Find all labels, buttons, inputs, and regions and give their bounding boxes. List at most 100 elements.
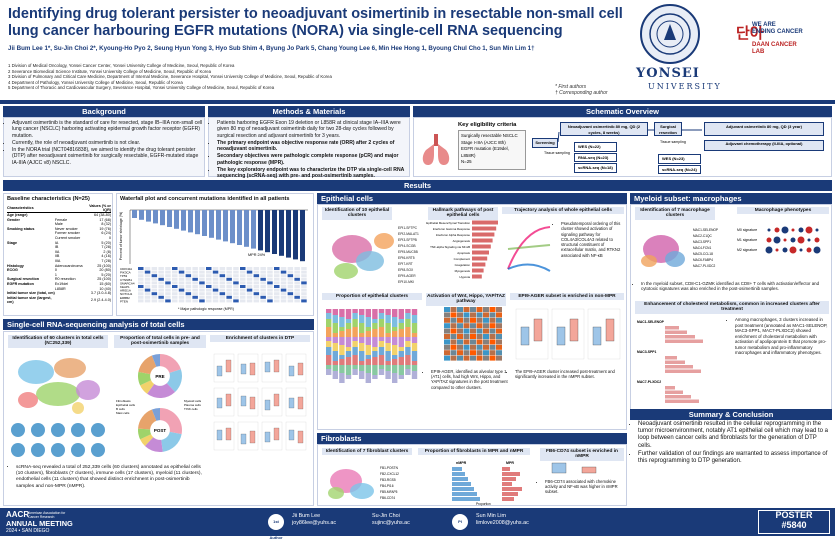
mutation-cell	[144, 295, 151, 299]
mutation-cell	[253, 270, 260, 274]
heatmap-cell	[489, 344, 496, 350]
epi-prop-segment	[372, 329, 378, 337]
mutation-cell	[199, 292, 205, 296]
epithelial-heading: Epithelial cells	[317, 193, 627, 204]
mutation-cell	[178, 288, 185, 292]
box-pre	[288, 365, 295, 377]
phenotype-label: M1 signature	[737, 238, 757, 242]
flow-arrows	[557, 129, 702, 143]
mutation-cell	[260, 277, 266, 281]
mutation-cell	[172, 270, 178, 274]
fib-subhead: Identification of 7 fibroblast clusters	[322, 448, 412, 456]
epi-subhead: EPI9-AGER subset is enriched in non-MPR	[510, 293, 624, 301]
baseline-row: Age (range) 64 (38-80)	[7, 213, 111, 218]
box-post	[297, 430, 304, 444]
heatmap-cell	[463, 350, 470, 356]
mac-pathway-bar	[665, 390, 683, 394]
hallmark-label: TNF-alpha Signaling via NF-kB	[430, 245, 470, 249]
mutation-cell	[192, 299, 198, 303]
mutation-cell	[246, 285, 253, 288]
epi-prop-segment	[352, 319, 358, 327]
baseline-row: Former smoker 6 (24)	[7, 231, 111, 236]
mutation-cell	[280, 277, 287, 281]
heatmap-cell	[496, 307, 502, 312]
epi-prop-segment	[339, 327, 345, 331]
mac-legend: MAC1-SELENOP	[693, 228, 718, 232]
heatmap-cell	[457, 344, 463, 350]
mutation-cell	[192, 285, 198, 288]
assay-box: WES (N=23)	[658, 154, 701, 164]
epi-prop-segment	[405, 327, 411, 337]
epi-prop-segment	[359, 315, 365, 323]
pie-category: Plasma cells	[184, 403, 201, 407]
epi-prop-segment	[365, 373, 371, 383]
fib-bar-nmpr	[452, 472, 465, 476]
scrna-summary: scRNA-seq revealed a total of 252,339 ce…	[8, 465, 208, 491]
schematic-heading: Schematic Overview	[413, 106, 832, 117]
fib-col-label: nMPR	[456, 461, 467, 465]
author2-email[interactable]: sujinc@yuhs.ac	[372, 520, 410, 526]
epi-prop-segment	[365, 365, 371, 373]
mac-legend: MAC7-PLXDC2	[693, 264, 716, 268]
baseline-cell: IB	[54, 245, 59, 250]
mutation-cell	[294, 277, 300, 281]
baseline-cell: 0	[54, 268, 57, 273]
pie-hole	[150, 420, 170, 440]
epi9-box-a	[556, 326, 566, 346]
lab-name: DAAN CANCER LAB	[752, 42, 797, 55]
methods-bullet: The key exploratory endpoint was to char…	[217, 167, 409, 180]
mutation-cell	[301, 299, 307, 303]
heatmap-cell	[496, 334, 502, 339]
heatmap-cell	[489, 334, 496, 339]
epi-prop-segment	[352, 365, 358, 369]
box-post	[225, 427, 232, 441]
box-post	[273, 393, 280, 407]
epi-prop-segment	[365, 359, 371, 365]
epi-prop-segment	[392, 309, 398, 317]
mutation-cell	[158, 281, 164, 285]
mutation-cell	[246, 281, 253, 285]
mutation-cell	[138, 295, 144, 299]
heatmap-cell	[476, 344, 483, 350]
epi9-frame	[587, 308, 621, 360]
heatmap-cell	[489, 350, 496, 356]
mutation-cell	[267, 285, 273, 288]
mutation-cell	[287, 285, 294, 288]
mutation-cell	[274, 277, 280, 281]
mutation-cell	[267, 288, 273, 292]
box-post	[273, 427, 280, 441]
mutation-cell	[144, 281, 151, 285]
author1-email[interactable]: joy86lee@yuhs.ac	[292, 520, 337, 526]
heatmap-cell	[496, 328, 502, 334]
mutation-cell	[267, 295, 273, 299]
fib-bar-nmpr	[452, 467, 462, 471]
mac-legend: MAC2-C1QC	[693, 234, 712, 238]
fib-bar-nmpr	[452, 487, 474, 491]
mutation-cell	[267, 274, 273, 278]
mac-legend: MAC3-SPP1	[693, 240, 711, 244]
pie-hole	[150, 366, 170, 386]
mutation-cell	[165, 274, 171, 278]
mutation-cell	[253, 295, 260, 299]
waterfall-bar	[216, 210, 221, 240]
baseline-cell: Adenocarcinoma	[54, 263, 83, 268]
mutation-cell	[151, 270, 158, 274]
mutation-cell	[172, 285, 178, 288]
box-post	[297, 396, 304, 410]
waterfall-bar	[223, 210, 228, 242]
box-pre	[240, 363, 247, 375]
scrna-subhead: Identification of 60 clusters in total c…	[8, 335, 108, 348]
mutation-cell	[212, 277, 219, 281]
step-adjuvant-chemo: Adjuvant chemotherapy (II-IIIA, optional…	[704, 140, 824, 151]
phenotype-dot	[814, 237, 820, 243]
box-pre	[216, 365, 223, 377]
baseline-cell: 25 (100)	[97, 263, 111, 268]
mutation-cell	[185, 274, 192, 278]
pi-email[interactable]: limlove2008@yuhs.ac	[476, 520, 529, 526]
epi-prop-segment	[332, 333, 338, 337]
heatmap-cell	[450, 339, 457, 345]
mutation-cell	[287, 299, 294, 303]
mutation-cell	[165, 292, 171, 296]
baseline-cell: 10 (40)	[99, 286, 111, 291]
mutation-cell	[138, 288, 144, 292]
